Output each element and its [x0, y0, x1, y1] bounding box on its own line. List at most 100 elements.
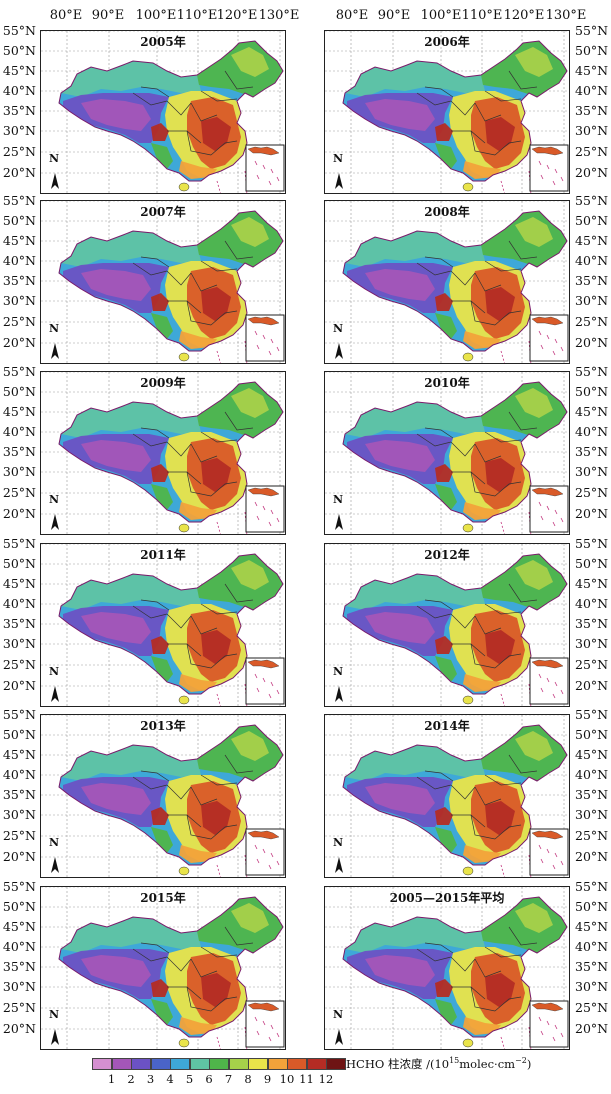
legend-swatch: [150, 1058, 171, 1070]
province-border: [424, 256, 454, 268]
panel-title: 2006年: [424, 35, 470, 49]
province-border: [224, 583, 254, 603]
north-label: N: [49, 322, 60, 335]
lat-label: 40°N: [2, 83, 36, 98]
north-label: N: [333, 152, 344, 165]
province-border: [474, 786, 502, 806]
legend-swatch: [131, 1058, 151, 1070]
province-border: [132, 776, 168, 790]
north-label: N: [333, 493, 344, 506]
china-map: [325, 201, 569, 363]
inset-dash: [560, 1032, 564, 1038]
lat-label: 35°N: [575, 959, 609, 974]
legend-swatch: [92, 1058, 112, 1070]
maritime-boundary: [216, 511, 248, 534]
province-border: [494, 310, 522, 326]
north-arrow-icon: [335, 686, 343, 702]
province-border: [132, 262, 168, 276]
legend-swatch: [228, 1058, 249, 1070]
north-arrow-icon: [335, 343, 343, 359]
province-border: [186, 300, 212, 326]
province-border: [186, 814, 212, 840]
province-border: [508, 583, 538, 603]
legend-tick: 6: [205, 1072, 213, 1086]
legend-tick: 12: [318, 1072, 334, 1086]
concentration-region: [345, 61, 485, 97]
lat-label: 55°N: [575, 193, 609, 208]
concentration-region: [151, 464, 169, 482]
maritime-boundary: [216, 170, 248, 193]
province-border: [132, 92, 168, 106]
province-border: [190, 102, 218, 122]
province-border: [210, 824, 238, 840]
inset-dash: [546, 677, 550, 683]
lat-label: 40°N: [575, 939, 609, 954]
lat-label: 40°N: [2, 939, 36, 954]
province-border: [224, 411, 254, 431]
country-border: [58, 896, 284, 1038]
legend-tick: 5: [185, 1072, 194, 1086]
concentration-region: [179, 161, 217, 179]
lat-label: 40°N: [575, 253, 609, 268]
legend-tick: 7: [224, 1072, 233, 1086]
inset-dash: [270, 338, 274, 344]
north-arrow-icon: [51, 343, 59, 359]
lat-label: 45°N: [2, 747, 36, 762]
map-panel: N 2007年: [40, 200, 286, 364]
map-panel: N 2014年: [324, 714, 570, 878]
concentration-region: [515, 388, 553, 418]
panel-title: 2012年: [424, 548, 470, 562]
inset-dash: [276, 689, 280, 695]
lon-label: 110°E: [176, 8, 218, 23]
concentration-region: [485, 630, 515, 664]
province-border: [140, 256, 170, 268]
north-arrow-icon: [51, 1029, 59, 1045]
inset-dash: [552, 180, 556, 186]
inset-coast: [247, 659, 280, 669]
inset-dash: [254, 844, 258, 850]
lat-label: 40°N: [2, 767, 36, 782]
concentration-region: [435, 143, 457, 169]
lat-label: 55°N: [2, 193, 36, 208]
legend-tick: 3: [146, 1072, 155, 1086]
legend-tick: 11: [299, 1072, 314, 1086]
inset-dash: [256, 858, 260, 864]
lat-label: 55°N: [575, 364, 609, 379]
lat-label: 50°N: [2, 43, 36, 58]
map-panel: N 2008年: [324, 200, 570, 364]
concentration-region: [201, 117, 231, 151]
lat-label: 40°N: [575, 596, 609, 611]
concentration-region: [179, 674, 217, 692]
inset-dash: [538, 844, 542, 850]
lon-label: 130°E: [545, 8, 587, 23]
province-border: [132, 948, 168, 962]
concentration-region: [463, 1017, 501, 1035]
maritime-boundary: [216, 683, 248, 706]
province-border: [166, 613, 192, 629]
province-border: [424, 770, 454, 782]
concentration-region: [435, 999, 457, 1025]
concentration-region: [231, 47, 269, 77]
maritime-boundary: [500, 683, 532, 706]
concentration-region: [81, 269, 151, 301]
inset-dash: [268, 864, 272, 870]
north-arrow-icon: [51, 514, 59, 530]
north-label: N: [49, 665, 60, 678]
province-border: [470, 130, 496, 156]
panel-title: 2015年: [140, 891, 186, 905]
lat-label: 50°N: [2, 727, 36, 742]
concentration-region: [463, 331, 501, 349]
concentration-region: [151, 656, 173, 682]
province-border: [474, 272, 502, 292]
lon-label: 100°E: [420, 8, 462, 23]
inset-dash: [554, 852, 558, 858]
legend-swatch: [287, 1058, 307, 1070]
legend-swatch: [248, 1058, 268, 1070]
concentration-region: [463, 845, 501, 863]
lat-label: 35°N: [575, 787, 609, 802]
inset-dash: [270, 168, 274, 174]
concentration-region: [345, 917, 485, 953]
concentration-region: [365, 99, 435, 131]
lat-label: 20°N: [2, 678, 36, 693]
lat-label: 35°N: [575, 103, 609, 118]
